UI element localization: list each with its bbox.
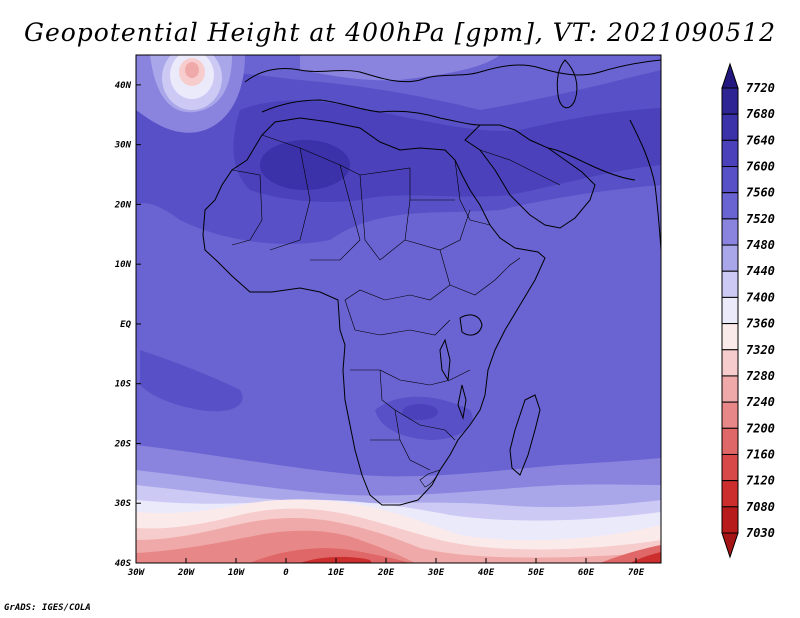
colorbar-swatch (721, 453, 739, 482)
colorbar-swatch (721, 270, 739, 298)
colorbar-swatch (721, 506, 739, 534)
colorbar-swatch (721, 427, 739, 455)
colorbar-label: 7360 (746, 317, 775, 331)
lon-tick-label: 20E (377, 568, 395, 578)
lat-tick-label: EQ (120, 320, 131, 330)
lat-tick-label: 20N (114, 200, 132, 210)
coastlines (202, 59, 661, 506)
lon-tick-label: 70E (628, 568, 645, 578)
longitude-axis: 30W 20W 10W 0 10E 20E 30E 40E 50E 60E 70E (127, 558, 645, 578)
lat-tick-label: 20S (114, 439, 132, 449)
lon-tick-label: 0 (283, 568, 289, 578)
lon-tick-label: 10W (228, 568, 246, 578)
colorbar-label: 7720 (746, 81, 775, 95)
colorbar-arrow-bottom (721, 532, 739, 559)
colorbar-arrow-top (721, 62, 739, 89)
colorbar-label: 7600 (746, 160, 775, 174)
colorbar-label: 7520 (746, 212, 775, 226)
colorbar-label: 7080 (746, 500, 775, 514)
lat-tick-label: 40N (115, 81, 132, 91)
map-title: Geopotential Height at 400hPa [gpm], VT:… (23, 18, 777, 47)
colorbar-swatch (721, 296, 739, 325)
colorbar-label: 7400 (746, 290, 775, 304)
colorbar-swatch (721, 139, 739, 168)
colorbar-swatch (721, 375, 739, 403)
colorbar-swatch (721, 323, 739, 351)
colorbar-swatch (721, 349, 739, 377)
lat-tick-label: 40S (115, 559, 132, 569)
grads-credit: GrADS: IGES/COLA (4, 603, 91, 613)
colorbar-label: 7560 (746, 186, 775, 200)
colorbar-label: 7160 (746, 447, 775, 461)
colorbar-label: 7240 (746, 395, 775, 409)
colorbar: 7720 7680 7640 7600 7560 7520 7480 7440 7400 7360… (721, 62, 775, 559)
colorbar-label: 7640 (746, 133, 775, 147)
colorbar-swatch (721, 192, 739, 220)
height-field (136, 55, 661, 563)
colorbar-label: 7680 (746, 107, 775, 121)
lon-tick-label: 30W (127, 568, 146, 578)
lon-tick-label: 10E (328, 568, 345, 578)
lon-tick-label: 20W (177, 568, 196, 578)
colorbar-label: 7440 (746, 264, 775, 278)
colorbar-label: 7480 (746, 238, 775, 252)
latitude-axis: 40N 30N 20N 10N EQ 10S 20S 30S 40S (114, 81, 141, 569)
colorbar-swatch (721, 401, 739, 429)
colorbar-swatch (721, 87, 739, 115)
lon-tick-label: 40E (478, 568, 495, 578)
lat-tick-label: 10N (115, 260, 132, 270)
colorbar-label: 7200 (746, 421, 775, 435)
colorbar-swatch (721, 244, 739, 272)
colorbar-label: 7280 (746, 369, 775, 383)
colorbar-swatch (721, 166, 739, 194)
lat-tick-label: 10S (115, 380, 132, 390)
colorbar-swatch (721, 480, 739, 508)
lat-tick-label: 30N (114, 141, 132, 151)
lon-tick-label: 30E (427, 568, 445, 578)
colorbar-label: 7120 (746, 474, 775, 488)
plot-frame (135, 54, 662, 564)
colorbar-label: 7320 (746, 343, 775, 357)
lon-tick-label: 50E (528, 568, 545, 578)
colorbar-swatch (721, 218, 739, 246)
lon-tick-label: 60E (578, 568, 595, 578)
country-borders (231, 134, 561, 488)
colorbar-label: 7030 (746, 526, 775, 540)
colorbar-swatch (721, 113, 739, 141)
lat-tick-label: 30S (114, 499, 132, 509)
